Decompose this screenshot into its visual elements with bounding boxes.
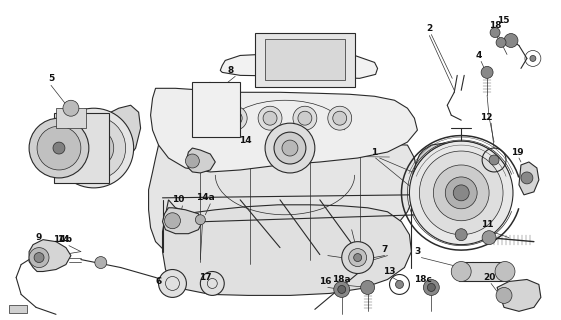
Circle shape (200, 271, 224, 295)
Polygon shape (163, 200, 411, 295)
Circle shape (333, 111, 347, 125)
Circle shape (495, 261, 515, 282)
Text: 2: 2 (426, 24, 433, 33)
Circle shape (263, 111, 277, 125)
Text: 19: 19 (511, 148, 523, 156)
Circle shape (95, 257, 107, 268)
Text: 14b: 14b (53, 235, 72, 244)
Bar (255, 33, 355, 87)
Text: 10: 10 (172, 195, 185, 204)
Circle shape (496, 287, 512, 303)
Text: 18c: 18c (415, 275, 433, 284)
Circle shape (338, 285, 346, 293)
Circle shape (455, 229, 467, 241)
Text: 3: 3 (414, 247, 421, 256)
Polygon shape (150, 88, 417, 172)
Circle shape (504, 34, 518, 47)
Text: 13: 13 (383, 267, 396, 276)
Text: 4: 4 (476, 51, 482, 60)
Circle shape (293, 106, 317, 130)
Circle shape (396, 280, 403, 288)
Text: 11: 11 (481, 220, 493, 229)
Circle shape (530, 55, 536, 61)
Circle shape (349, 249, 367, 267)
Circle shape (453, 185, 469, 201)
Circle shape (342, 242, 374, 274)
Circle shape (424, 279, 439, 295)
Polygon shape (163, 208, 203, 234)
Text: 18: 18 (489, 21, 502, 30)
Polygon shape (29, 240, 71, 271)
Circle shape (53, 142, 65, 154)
Bar (459, 261, 507, 282)
Circle shape (433, 165, 489, 221)
Text: 16: 16 (319, 277, 331, 286)
Circle shape (29, 248, 49, 268)
Circle shape (164, 213, 181, 229)
Circle shape (195, 215, 205, 225)
Circle shape (521, 172, 533, 184)
Polygon shape (411, 143, 507, 230)
Text: 1: 1 (371, 148, 378, 156)
Circle shape (334, 282, 350, 297)
Text: 7: 7 (381, 245, 388, 254)
Circle shape (451, 261, 471, 282)
Circle shape (62, 116, 126, 180)
Circle shape (274, 132, 306, 164)
Text: 14: 14 (57, 235, 69, 244)
Circle shape (496, 37, 506, 47)
Polygon shape (99, 105, 141, 168)
Circle shape (328, 106, 352, 130)
Circle shape (420, 151, 503, 235)
Bar (192, 82, 240, 137)
Circle shape (427, 284, 435, 292)
Circle shape (63, 100, 79, 116)
Text: 5: 5 (48, 74, 54, 83)
Circle shape (265, 123, 315, 173)
Bar (9, 305, 27, 313)
Circle shape (298, 111, 312, 125)
Circle shape (282, 140, 298, 156)
Circle shape (186, 154, 199, 168)
Text: 6: 6 (155, 277, 162, 286)
Polygon shape (186, 148, 215, 173)
Circle shape (361, 280, 375, 294)
Circle shape (29, 118, 89, 178)
Text: 17: 17 (199, 273, 211, 282)
Bar (54, 113, 109, 183)
Circle shape (34, 252, 44, 262)
Text: 12: 12 (480, 113, 493, 122)
Text: 18a: 18a (333, 275, 351, 284)
Circle shape (159, 269, 186, 297)
Text: 9: 9 (36, 233, 42, 242)
Text: 14a: 14a (196, 193, 215, 202)
Polygon shape (220, 52, 378, 78)
Text: 20: 20 (483, 273, 495, 282)
Circle shape (445, 177, 477, 209)
Bar (265, 38, 344, 80)
Circle shape (258, 106, 282, 130)
Circle shape (223, 106, 247, 130)
Polygon shape (497, 279, 541, 311)
Polygon shape (149, 135, 417, 264)
Circle shape (481, 67, 493, 78)
Text: 8: 8 (227, 66, 233, 75)
Polygon shape (519, 162, 539, 195)
Text: 14: 14 (239, 136, 251, 145)
Circle shape (85, 139, 103, 157)
Bar (56, 108, 86, 128)
Circle shape (54, 108, 134, 188)
Circle shape (353, 253, 362, 261)
Circle shape (37, 126, 81, 170)
Circle shape (410, 141, 513, 244)
Circle shape (489, 155, 499, 165)
Text: 15: 15 (497, 16, 509, 25)
Circle shape (482, 231, 496, 244)
Circle shape (228, 111, 242, 125)
Circle shape (490, 28, 500, 37)
Circle shape (74, 128, 114, 168)
